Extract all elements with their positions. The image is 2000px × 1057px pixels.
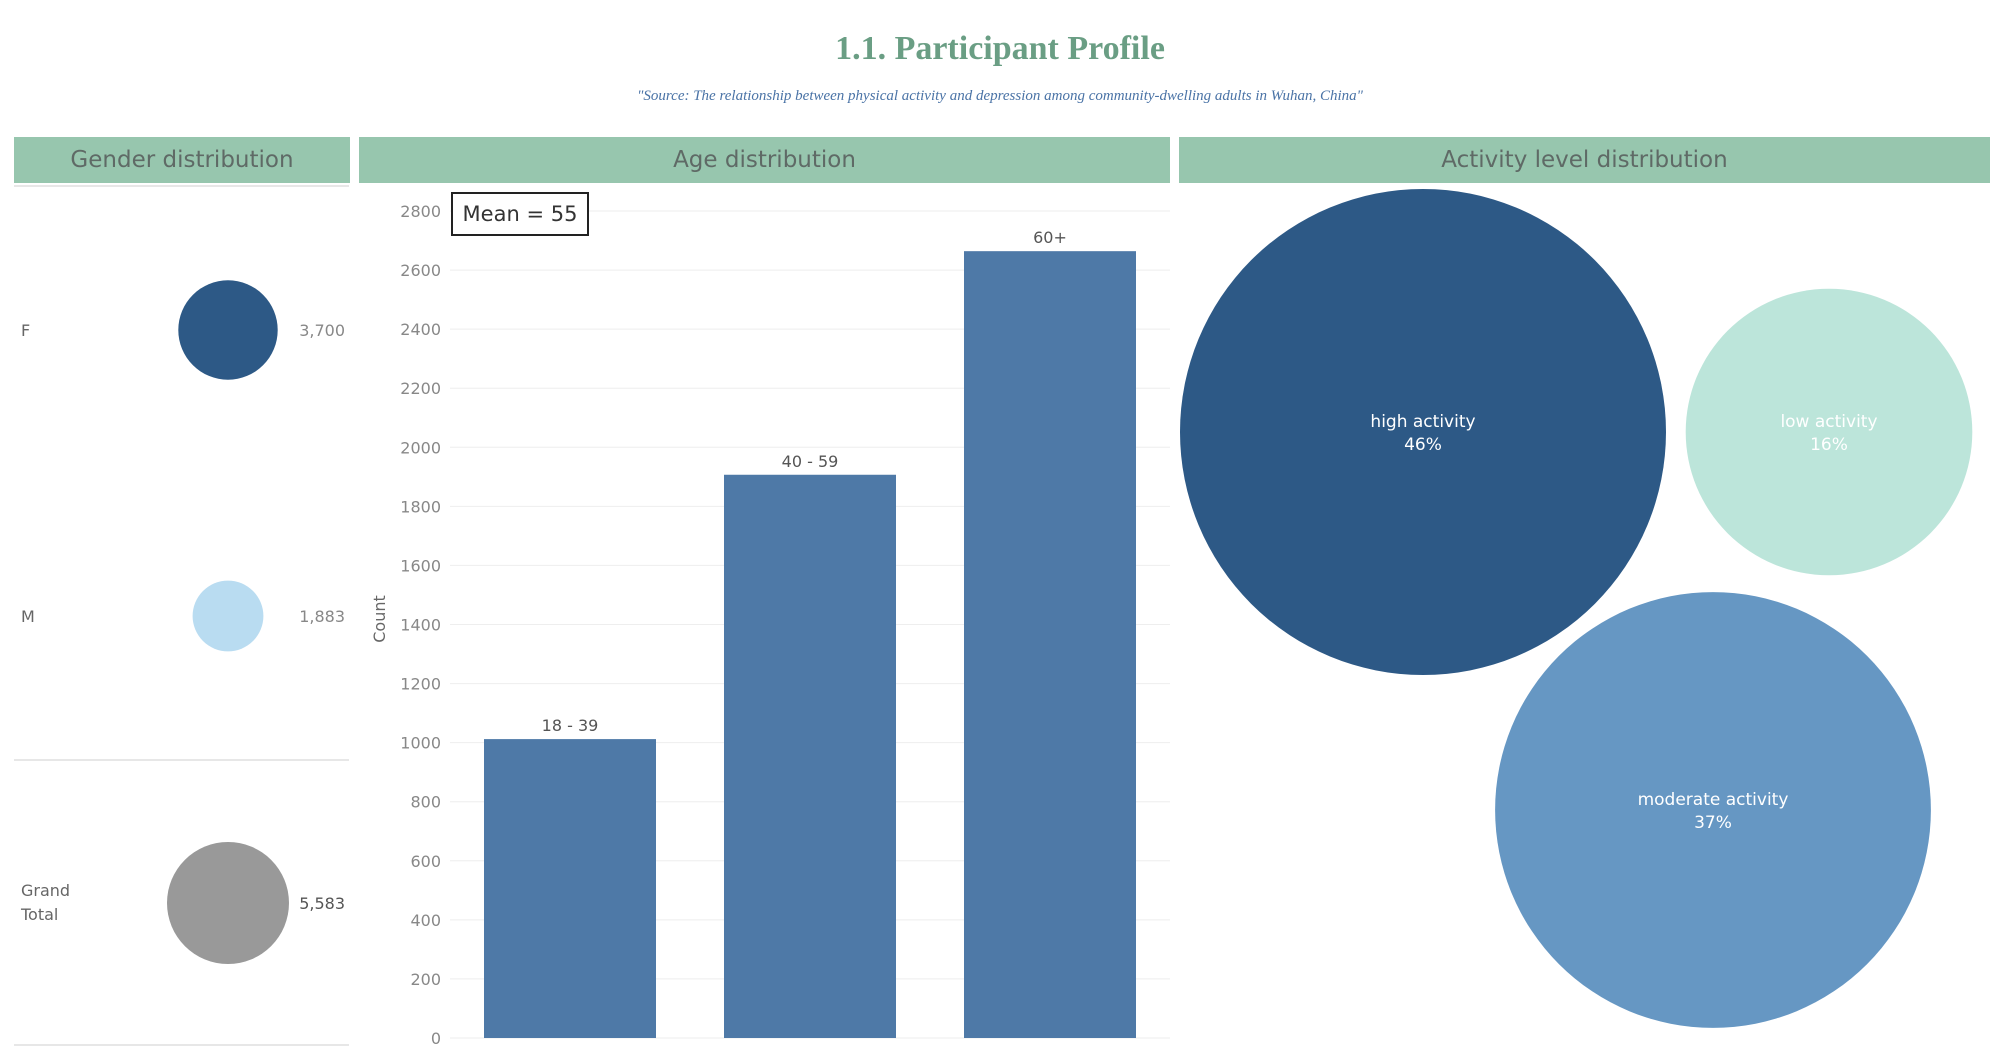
y-axis-label: Count <box>370 595 389 643</box>
y-tick-label: 2000 <box>400 438 441 457</box>
age-bar <box>484 739 656 1038</box>
activity-label: high activity <box>1370 412 1475 432</box>
gender-bubble <box>178 280 278 380</box>
gender-row-label: M <box>21 607 35 626</box>
y-tick-label: 1800 <box>400 497 441 516</box>
activity-percent: 16% <box>1810 435 1848 455</box>
page-subtitle: "Source: The relationship between physic… <box>637 88 1363 104</box>
page-title: 1.1. Participant Profile <box>835 30 1165 67</box>
activity-bubble <box>1685 288 1973 576</box>
y-tick-label: 2600 <box>400 261 441 280</box>
y-tick-label: 2400 <box>400 320 441 339</box>
y-tick-label: 400 <box>410 911 441 930</box>
y-tick-label: 800 <box>410 793 441 812</box>
gender-value-label: 1,883 <box>299 607 345 626</box>
y-tick-label: 600 <box>410 852 441 871</box>
activity-panel-header: Activity level distribution <box>1179 137 1990 183</box>
gender-value-label: 3,700 <box>299 321 345 340</box>
activity-chart: high activity 46% low activity 16% moderate … <box>1180 189 1973 1028</box>
gender-row-label: Grand <box>21 881 70 900</box>
activity-label: low activity <box>1780 412 1877 432</box>
activity-percent: 37% <box>1694 813 1732 833</box>
bar-category-label: 40 - 59 <box>782 452 839 471</box>
y-tick-label: 200 <box>410 970 441 989</box>
y-tick-label: 1600 <box>400 556 441 575</box>
gender-row-label: Total <box>20 905 58 924</box>
age-bar <box>724 474 896 1039</box>
y-tick-label: 2200 <box>400 379 441 398</box>
age-panel-header: Age distribution <box>359 137 1170 183</box>
activity-bubble <box>1180 189 1666 675</box>
mean-annotation: Mean = 55 <box>451 192 589 236</box>
activity-percent: 46% <box>1404 435 1442 455</box>
y-tick-label: 2800 <box>400 202 441 221</box>
y-tick-label: 1200 <box>400 675 441 694</box>
age-chart: 0 200 400 600 800 1000 1200 1400 1600 1800 2000 220… <box>370 202 1170 1048</box>
gender-bubble <box>192 580 264 652</box>
gender-row-label: F <box>21 321 30 340</box>
bar-category-label: 60+ <box>1033 228 1067 247</box>
y-tick-label: 1000 <box>400 734 441 753</box>
age-bar <box>964 251 1136 1038</box>
gender-value-label: 5,583 <box>299 894 345 913</box>
activity-label: moderate activity <box>1638 790 1789 810</box>
bar-category-label: 18 - 39 <box>542 716 599 735</box>
activity-bubble <box>1495 592 1931 1028</box>
gender-chart: F 3,700 M 1,883 Grand Total 5,583 <box>14 185 349 1046</box>
gender-bubble <box>167 842 289 964</box>
y-tick-label: 1400 <box>400 616 441 635</box>
gender-panel-header: Gender distribution <box>14 137 350 183</box>
y-tick-label: 0 <box>431 1029 441 1048</box>
